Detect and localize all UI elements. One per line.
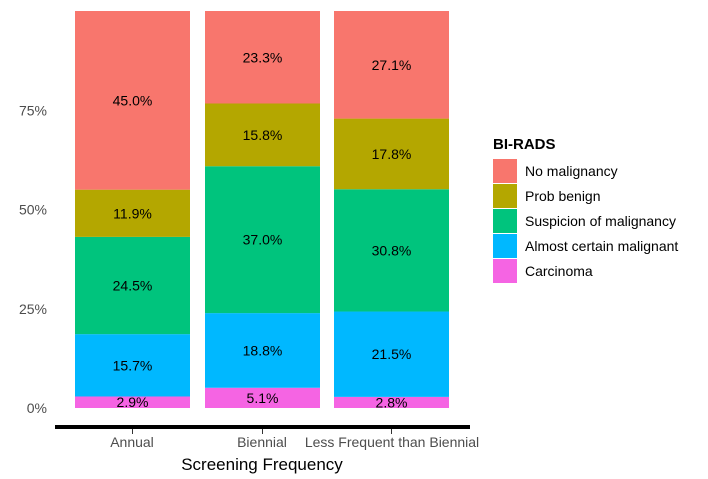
legend-key-carcinoma — [493, 259, 517, 283]
data-label: 21.5% — [372, 346, 412, 362]
y-tick-label: 50% — [19, 202, 47, 218]
data-label: 5.1% — [247, 390, 279, 406]
y-tick-label: 75% — [19, 102, 47, 118]
legend-key-no-malignancy — [493, 159, 517, 183]
bar-annual-suspicion-of-malignancy — [75, 236, 190, 335]
y-tick-label: 25% — [19, 301, 47, 317]
x-axis: Annual Biennial Less Frequent than Biennia… — [110, 429, 479, 450]
bar-biennial-prob-benign — [205, 103, 320, 167]
bar-annual-almost-certain-malignant — [75, 334, 190, 397]
bar-less-frequent-than-biennial-carcinoma — [334, 396, 449, 408]
legend-key-almost-certain-malignant — [493, 234, 517, 258]
data-label: 23.3% — [243, 49, 283, 65]
bar-annual-prob-benign — [75, 189, 190, 237]
bar-less-frequent-than-biennial-prob-benign — [334, 118, 449, 190]
bar-less-frequent-than-biennial-almost-certain-malignant — [334, 311, 449, 397]
data-label: 2.9% — [117, 394, 149, 410]
data-label: 2.8% — [376, 394, 408, 410]
legend-key-suspicion-of-malignancy — [493, 209, 517, 233]
legend-title: BI-RADS — [493, 136, 556, 153]
bar-less-frequent-than-biennial-no-malignancy — [334, 11, 449, 119]
bar-annual-no-malignancy — [75, 11, 190, 190]
x-tick-label: Less Frequent than Biennial — [305, 434, 479, 450]
data-label: 15.8% — [243, 127, 283, 143]
data-label: 37.0% — [243, 232, 283, 248]
x-axis-title: Screening Frequency — [181, 455, 343, 474]
bars-layer — [75, 11, 449, 408]
legend-key-prob-benign — [493, 184, 517, 208]
data-label: 30.8% — [372, 242, 412, 258]
data-label: 15.7% — [113, 357, 153, 373]
data-label: 45.0% — [113, 92, 153, 108]
y-axis: 0% 25% 50% 75% — [19, 102, 47, 416]
legend-label-suspicion-of-malignancy: Suspicion of malignancy — [525, 213, 676, 229]
x-tick-label: Biennial — [237, 434, 287, 450]
data-labels-layer: 2.9% 15.7% 24.5% 11.9% 45.0% 5.1% 18.8% 37.0% 15… — [113, 49, 412, 410]
bar-biennial-suspicion-of-malignancy — [205, 166, 320, 314]
legend-label-prob-benign: Prob benign — [525, 188, 601, 204]
data-label: 27.1% — [372, 57, 412, 73]
legend-label-almost-certain-malignant: Almost certain malignant — [525, 238, 678, 254]
data-label: 18.8% — [243, 342, 283, 358]
bar-biennial-almost-certain-malignant — [205, 313, 320, 388]
legend-label-carcinoma: Carcinoma — [525, 263, 593, 279]
bar-less-frequent-than-biennial-suspicion-of-malignancy — [334, 189, 449, 312]
bar-annual-carcinoma — [75, 396, 190, 408]
bar-biennial-no-malignancy — [205, 11, 320, 104]
legend: BI-RADS No malignancy Prob benign Suspicio… — [493, 136, 678, 283]
data-label: 24.5% — [113, 278, 153, 294]
legend-label-no-malignancy: No malignancy — [525, 163, 618, 179]
x-tick-label: Annual — [110, 434, 154, 450]
y-tick-label: 0% — [27, 400, 47, 416]
bar-biennial-carcinoma — [205, 387, 320, 408]
data-label: 11.9% — [113, 205, 152, 221]
data-label: 17.8% — [372, 146, 412, 162]
